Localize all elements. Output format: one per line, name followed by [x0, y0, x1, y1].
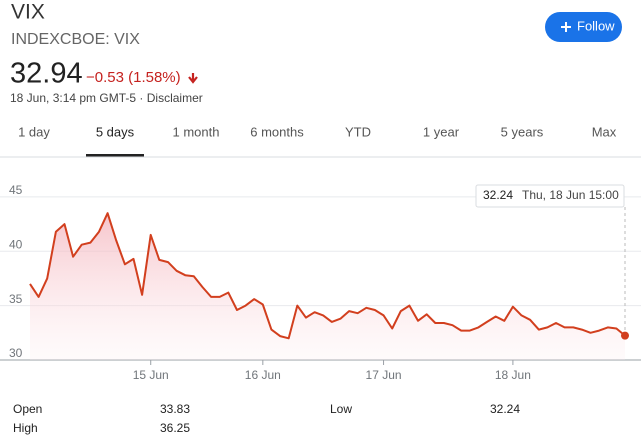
x-tick-label: 15 Jun — [133, 368, 169, 382]
timestamp-text: 18 Jun, 3:14 pm GMT-5 · — [10, 91, 147, 105]
y-tick-label: 40 — [9, 237, 23, 251]
x-tick-label: 18 Jun — [495, 368, 531, 382]
timestamp: 18 Jun, 3:14 pm GMT-5 · Disclaimer — [10, 91, 203, 105]
title: VIX — [11, 1, 45, 24]
stat-value: 36.25 — [160, 421, 190, 435]
y-tick-label: 45 — [9, 183, 23, 197]
follow-button-bg — [545, 12, 622, 42]
tab[interactable]: 5 days — [96, 124, 135, 139]
tabs: 1 day 5 days 1 month 6 months YTD 1 year 5 yea… — [18, 124, 617, 157]
y-tick-label: 35 — [9, 292, 23, 306]
exchange: INDEXCBOE: VIX — [11, 31, 140, 48]
tab-underline — [86, 154, 144, 157]
tab[interactable]: 1 year — [423, 124, 460, 139]
tab[interactable]: Max — [592, 124, 617, 139]
tab[interactable]: 5 years — [501, 124, 544, 139]
stat-value: 33.83 — [160, 402, 190, 416]
tooltip-date: Thu, 18 Jun 15:00 — [522, 188, 619, 202]
stat-label: High — [13, 421, 38, 435]
disclaimer-link[interactable]: Disclaimer — [147, 91, 203, 105]
price: 32.94 — [10, 58, 83, 90]
down-arrow — [188, 73, 198, 84]
follow-label: Follow — [577, 18, 615, 33]
tab[interactable]: 1 day — [18, 124, 50, 139]
tooltip-box — [475, 184, 625, 208]
change: −0.53 (1.58%) — [86, 69, 181, 86]
stat-label: Low — [330, 402, 352, 416]
stat-value: 32.24 — [490, 402, 520, 416]
chart: 30 35 40 45 15 Jun 16 Jun 17 Jun 18 Jun 32.24 Thu… — [0, 183, 641, 382]
tab[interactable]: 1 month — [173, 124, 220, 139]
y-tick-label: 30 — [9, 346, 23, 360]
follow-button[interactable]: Follow — [545, 12, 622, 42]
x-tick-label: 16 Jun — [245, 368, 281, 382]
tab[interactable]: YTD — [345, 124, 371, 139]
plus-icon — [561, 22, 571, 32]
area — [30, 213, 625, 360]
line — [29, 212, 626, 340]
last-point — [621, 331, 629, 340]
tooltip-value: 32.24 — [483, 188, 513, 202]
stat-label: Open — [13, 402, 42, 416]
x-tick-label: 17 Jun — [366, 368, 402, 382]
tab[interactable]: 6 months — [250, 124, 304, 139]
stats: Open 33.83 High 36.25 Low 32.24 — [13, 402, 520, 435]
